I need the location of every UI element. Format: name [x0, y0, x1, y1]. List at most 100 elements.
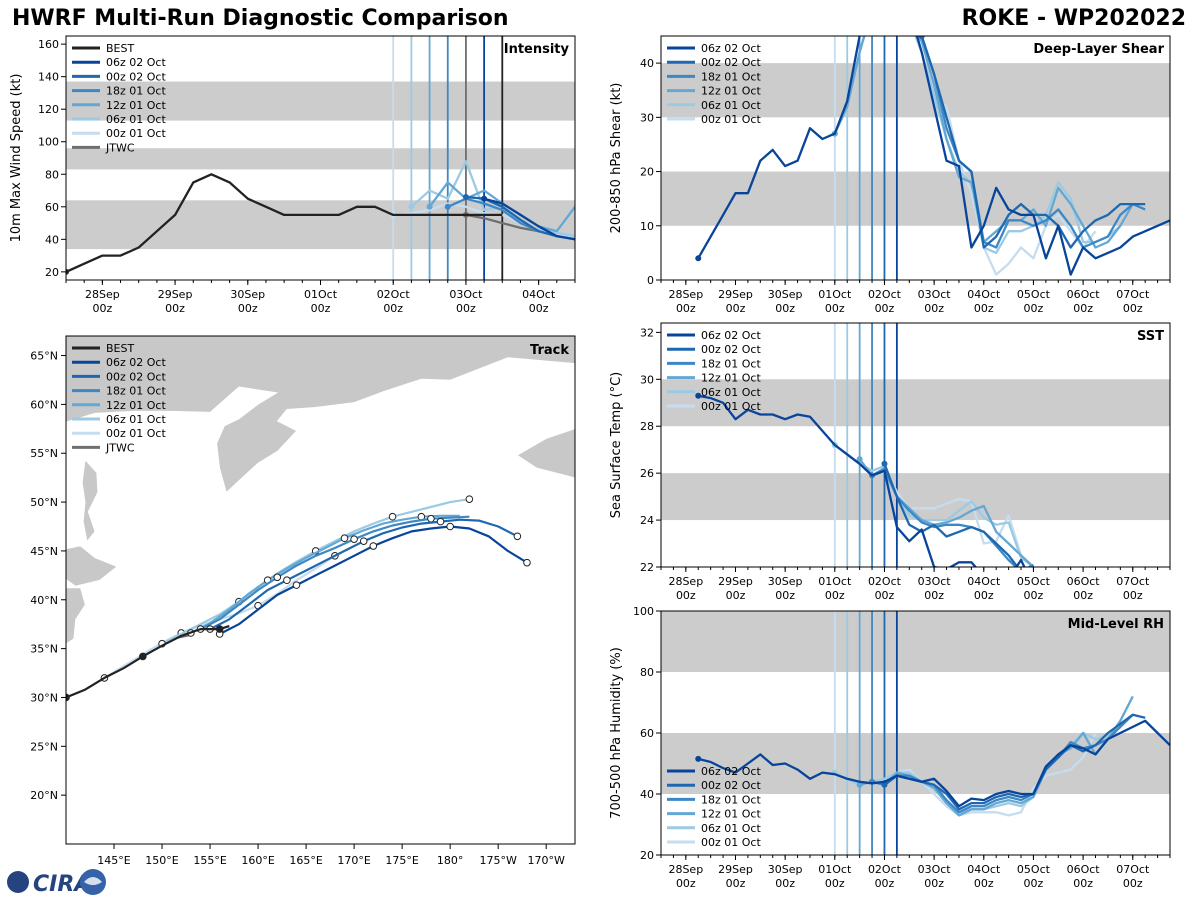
rh-series-line — [697, 719, 1170, 808]
sst-ytick-label: 30 — [640, 373, 654, 386]
intensity-chart: 2040608010012014016028Sep00z29Sep00z30Se… — [9, 35, 576, 315]
intensity-ytick-label: 120 — [38, 103, 59, 116]
intensity-series-line — [465, 195, 575, 241]
rh-xtick-label: 06Oct — [1067, 863, 1101, 876]
intensity-xtick-label: 04Oct — [522, 288, 556, 301]
track-marker — [513, 532, 522, 541]
track-marker — [292, 581, 301, 589]
rh-series-line — [883, 713, 1146, 811]
sst-xtick-label: 03Oct — [918, 575, 952, 588]
rh-xtick-label: 00z — [1024, 877, 1044, 890]
sst-xtick-label: 29Sep — [718, 575, 753, 588]
intensity-legend-label: 00z 02 Oct — [106, 70, 166, 83]
shear-legend-label: 00z 02 Oct — [701, 56, 761, 69]
track-chart: 145°E 150°E 155°E 160°E 165°E 170°E 175°E 180° 1… — [30, 335, 576, 867]
rh-legend-label: 06z 02 Oct — [701, 765, 761, 778]
track-legend-label: 06z 01 Oct — [106, 413, 166, 426]
intensity-legend-label: 06z 02 Oct — [106, 56, 166, 69]
rh-xtick-label: 00z — [676, 877, 696, 890]
shear-xtick-label: 00z — [676, 302, 696, 315]
intensity-series-start-point — [444, 203, 451, 210]
sst-xtick-label: 06Oct — [1067, 575, 1101, 588]
rh-legend-label: 18z 01 Oct — [701, 793, 761, 806]
sst-xtick-label: 04Oct — [967, 575, 1001, 588]
land-mass — [66, 336, 575, 493]
land-mass — [66, 545, 118, 587]
sst-xtick-label: 00z — [775, 589, 795, 602]
shear-xtick-label: 05Oct — [1017, 288, 1051, 301]
rh-ylabel: 700-500 hPa Humidity (%) — [609, 647, 624, 819]
track-marker — [436, 517, 445, 526]
sst-ytick-label: 22 — [640, 561, 654, 574]
track-lat-tick-label: 60°N — [30, 398, 58, 411]
intensity-xtick-label: 01Oct — [304, 288, 338, 301]
sst-legend-label: 12z 01 Oct — [701, 372, 761, 385]
intensity-series-line — [428, 181, 575, 233]
track-lat-tick-label: 20°N — [30, 789, 58, 802]
sst-legend-label: 00z 02 Oct — [701, 343, 761, 356]
track-marker — [350, 535, 358, 544]
track-lon-tick-label: 145°E — [97, 854, 130, 867]
intensity-series-line — [410, 160, 575, 238]
rh-ytick-label: 60 — [640, 727, 654, 740]
rh-xtick-label: 00z — [924, 877, 944, 890]
rh-legend-label: 12z 01 Oct — [701, 808, 761, 821]
rh-xtick-label: 00z — [875, 877, 895, 890]
track-line — [190, 514, 460, 634]
track-lon-tick-label: 160°E — [241, 854, 274, 867]
shear-band — [661, 63, 1170, 118]
sst-xtick-label: 00z — [1123, 589, 1143, 602]
sst-xtick-label: 07Oct — [1116, 575, 1150, 588]
track-marker — [446, 522, 454, 531]
track-line — [66, 625, 230, 699]
shear-legend-label: 00z 01 Oct — [701, 113, 761, 126]
track-lon-tick-label: 170°E — [337, 854, 370, 867]
shear-xtick-label: 01Oct — [818, 288, 852, 301]
shear-plot-area — [661, 36, 1170, 280]
sst-xtick-label: 00z — [726, 589, 746, 602]
rh-xtick-label: 00z — [974, 877, 994, 890]
intensity-xtick-label: 00z — [456, 302, 476, 315]
sst-ytick-label: 32 — [640, 326, 654, 339]
page-title: HWRF Multi-Run Diagnostic Comparison — [12, 6, 509, 31]
track-lon-tick-label: 165°E — [289, 854, 322, 867]
shear-legend-label: 12z 01 Oct — [701, 85, 761, 98]
shear-series-line — [697, 36, 1170, 276]
intensity-series-line — [447, 197, 575, 241]
sst-xtick-label: 00z — [1073, 589, 1093, 602]
rh-xtick-label: 01Oct — [818, 863, 852, 876]
track-legend-label: BEST — [106, 342, 134, 355]
rh-xtick-label: 28Sep — [668, 863, 703, 876]
sst-xtick-label: 00z — [676, 589, 696, 602]
shear-xtick-label: 00z — [1073, 302, 1093, 315]
rh-xtick-label: 00z — [1123, 877, 1143, 890]
shear-ytick-label: 10 — [640, 220, 654, 233]
shear-xtick-label: 28Sep — [668, 288, 703, 301]
shear-xtick-label: 07Oct — [1116, 288, 1150, 301]
sst-xtick-label: 28Sep — [668, 575, 703, 588]
intensity-xtick-label: 00z — [529, 302, 549, 315]
sst-xtick-label: 00z — [924, 589, 944, 602]
intensity-series-start-point — [426, 203, 433, 210]
shear-xtick-label: 00z — [726, 302, 746, 315]
sst-series-start-point — [856, 456, 863, 463]
shear-xtick-label: 00z — [1024, 302, 1044, 315]
intensity-xtick-label: 30Sep — [230, 288, 265, 301]
rh-legend-label: 00z 02 Oct — [701, 779, 761, 792]
sst-legend-label: 18z 01 Oct — [701, 357, 761, 370]
track-marker — [273, 573, 282, 582]
intensity-plot-area — [66, 36, 575, 280]
shear-xtick-label: 04Oct — [967, 288, 1001, 301]
intensity-xtick-label: 28Sep — [85, 288, 120, 301]
rh-xtick-label: 04Oct — [967, 863, 1001, 876]
intensity-legend-label: JTWC — [105, 141, 135, 154]
intensity-band — [66, 148, 575, 170]
sst-ytick-label: 28 — [640, 420, 654, 433]
shear-xtick-label: 00z — [825, 302, 845, 315]
shear-ytick-label: 0 — [647, 274, 654, 287]
rh-xtick-label: 00z — [1073, 877, 1093, 890]
logo-bird-icon — [84, 877, 102, 885]
intensity-series-line — [483, 197, 575, 241]
intensity-ytick-label: 100 — [38, 136, 59, 149]
land-mass — [81, 459, 99, 542]
